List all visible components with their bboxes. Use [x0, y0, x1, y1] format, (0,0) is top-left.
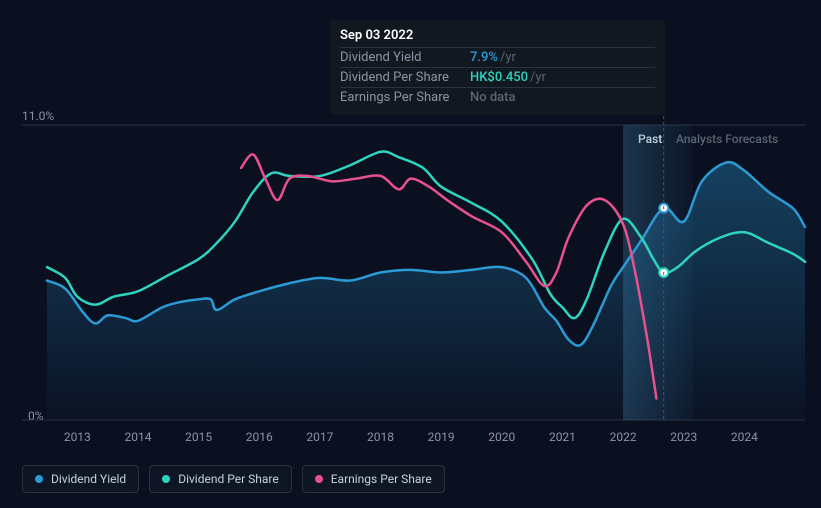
- tooltip-rows: Dividend Yield7.9% /yrDividend Per Share…: [340, 47, 655, 107]
- tooltip-row-label: Earnings Per Share: [340, 90, 470, 105]
- x-axis-tick: 2018: [367, 430, 394, 444]
- legend-item-dividend-per-share[interactable]: Dividend Per Share: [149, 465, 292, 493]
- x-axis-tick: 2019: [428, 430, 455, 444]
- tooltip-row-unit: /yr: [500, 50, 516, 65]
- legend-dot-icon: [315, 475, 323, 483]
- x-axis-tick: 2022: [610, 430, 637, 444]
- tooltip-row-unit: /yr: [530, 70, 546, 85]
- tooltip-date: Sep 03 2022: [340, 28, 655, 43]
- tooltip-row: Dividend Per ShareHK$0.450 /yr: [340, 67, 655, 87]
- x-axis-tick: 2014: [124, 430, 151, 444]
- chart-tooltip: Sep 03 2022 Dividend Yield7.9% /yrDivide…: [330, 20, 665, 115]
- x-axis-tick: 2015: [185, 430, 212, 444]
- legend-label: Earnings Per Share: [331, 472, 432, 486]
- legend-label: Dividend Yield: [51, 472, 126, 486]
- x-axis-tick: 2023: [670, 430, 697, 444]
- legend-dot-icon: [162, 475, 170, 483]
- x-axis-tick: 2021: [549, 430, 576, 444]
- legend-dot-icon: [35, 475, 43, 483]
- x-axis-tick: 2016: [246, 430, 273, 444]
- legend-item-dividend-yield[interactable]: Dividend Yield: [22, 465, 139, 493]
- legend-label: Dividend Per Share: [178, 472, 279, 486]
- tooltip-row: Dividend Yield7.9% /yr: [340, 47, 655, 67]
- tooltip-row-value: HK$0.450: [470, 70, 528, 85]
- x-axis-tick: 2013: [64, 430, 91, 444]
- tooltip-row-value: 7.9%: [470, 50, 498, 65]
- dividend-chart: Sep 03 2022 Dividend Yield7.9% /yrDivide…: [0, 0, 821, 508]
- x-axis-tick: 2020: [488, 430, 515, 444]
- tooltip-row-label: Dividend Yield: [340, 50, 470, 65]
- tooltip-row-value: No data: [470, 90, 516, 105]
- x-axis-tick: 2017: [306, 430, 333, 444]
- chart-legend: Dividend Yield Dividend Per Share Earnings…: [22, 465, 445, 493]
- x-axis-labels: 2013 2014 2015 2016 2017 2018 2019 2020 2021 2022…: [0, 430, 821, 448]
- x-axis-tick: 2024: [731, 430, 758, 444]
- tooltip-row: Earnings Per ShareNo data: [340, 87, 655, 107]
- tooltip-row-label: Dividend Per Share: [340, 70, 470, 85]
- legend-item-earnings-per-share[interactable]: Earnings Per Share: [302, 465, 445, 493]
